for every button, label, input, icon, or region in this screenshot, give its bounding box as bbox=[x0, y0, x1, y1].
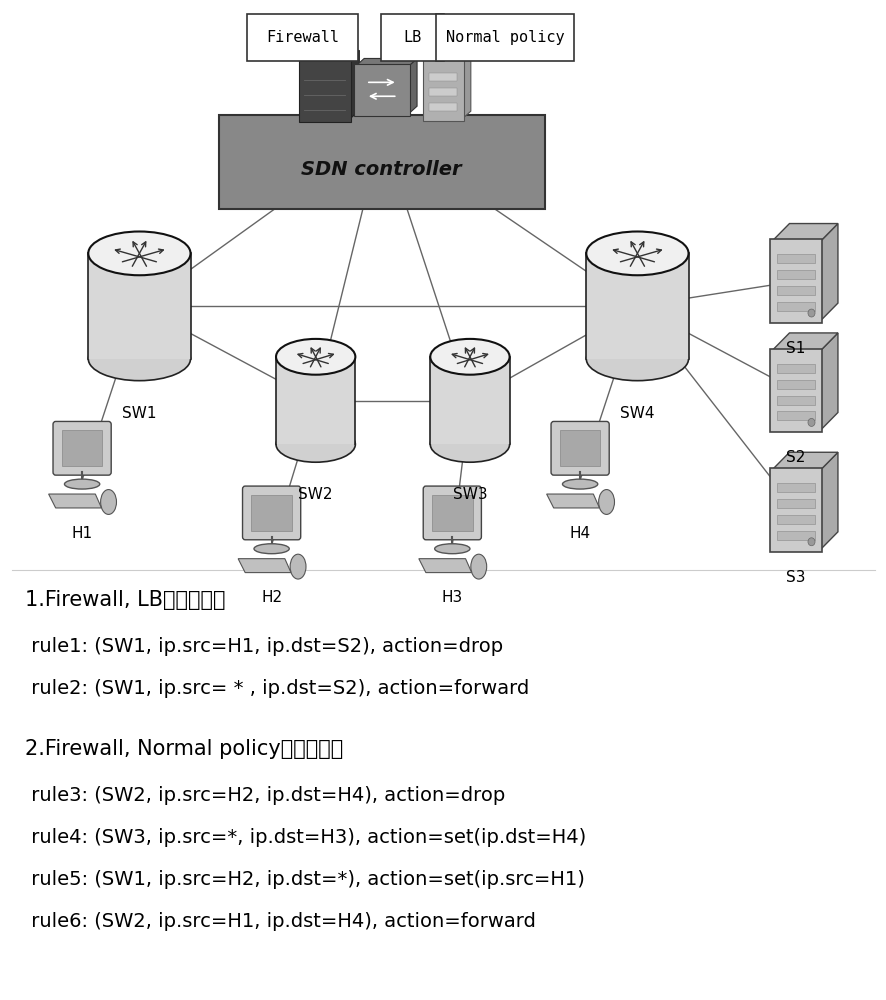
Text: SW1: SW1 bbox=[122, 406, 157, 421]
FancyBboxPatch shape bbox=[423, 59, 463, 121]
Text: H4: H4 bbox=[569, 526, 590, 541]
Polygon shape bbox=[820, 333, 837, 430]
Ellipse shape bbox=[430, 426, 509, 462]
Text: SW3: SW3 bbox=[452, 487, 486, 502]
Ellipse shape bbox=[100, 490, 116, 514]
Polygon shape bbox=[276, 357, 355, 444]
Text: H2: H2 bbox=[260, 590, 282, 605]
FancyBboxPatch shape bbox=[251, 495, 291, 531]
FancyBboxPatch shape bbox=[776, 302, 814, 311]
FancyBboxPatch shape bbox=[776, 499, 814, 508]
Polygon shape bbox=[348, 51, 359, 120]
FancyBboxPatch shape bbox=[354, 64, 409, 116]
FancyBboxPatch shape bbox=[776, 270, 814, 279]
FancyBboxPatch shape bbox=[242, 486, 300, 540]
Ellipse shape bbox=[598, 490, 614, 514]
Ellipse shape bbox=[89, 337, 190, 381]
Polygon shape bbox=[586, 253, 688, 359]
Text: rule6: (SW2, ip.src=H1, ip.dst=H4), action=forward: rule6: (SW2, ip.src=H1, ip.dst=H4), acti… bbox=[25, 912, 535, 931]
FancyBboxPatch shape bbox=[776, 411, 814, 420]
Ellipse shape bbox=[807, 418, 814, 426]
Text: S2: S2 bbox=[786, 450, 804, 465]
Polygon shape bbox=[424, 53, 470, 61]
Text: S3: S3 bbox=[786, 570, 804, 585]
Polygon shape bbox=[462, 53, 470, 119]
Text: SDN controller: SDN controller bbox=[301, 160, 462, 179]
Text: rule3: (SW2, ip.src=H2, ip.dst=H4), action=drop: rule3: (SW2, ip.src=H2, ip.dst=H4), acti… bbox=[25, 786, 504, 805]
FancyBboxPatch shape bbox=[769, 349, 821, 432]
Text: 1.Firewall, LB之间的冲突: 1.Firewall, LB之间的冲突 bbox=[25, 589, 225, 609]
Polygon shape bbox=[418, 559, 471, 573]
FancyBboxPatch shape bbox=[381, 14, 443, 61]
Text: LB: LB bbox=[403, 30, 422, 45]
Text: 2.Firewall, Normal policy之间的冲突: 2.Firewall, Normal policy之间的冲突 bbox=[25, 739, 343, 759]
FancyBboxPatch shape bbox=[299, 58, 350, 122]
Polygon shape bbox=[237, 559, 291, 573]
Ellipse shape bbox=[807, 309, 814, 317]
Text: H3: H3 bbox=[441, 590, 462, 605]
FancyBboxPatch shape bbox=[776, 515, 814, 524]
Polygon shape bbox=[820, 452, 837, 550]
Polygon shape bbox=[820, 224, 837, 321]
Polygon shape bbox=[430, 357, 509, 444]
Text: Firewall: Firewall bbox=[266, 30, 338, 45]
Text: H1: H1 bbox=[72, 526, 92, 541]
Ellipse shape bbox=[470, 554, 486, 579]
FancyBboxPatch shape bbox=[428, 103, 456, 111]
Text: rule2: (SW1, ip.src= * , ip.dst=S2), action=forward: rule2: (SW1, ip.src= * , ip.dst=S2), act… bbox=[25, 679, 528, 698]
FancyBboxPatch shape bbox=[776, 396, 814, 405]
FancyBboxPatch shape bbox=[776, 364, 814, 373]
Ellipse shape bbox=[586, 232, 688, 275]
Ellipse shape bbox=[89, 232, 190, 275]
FancyBboxPatch shape bbox=[776, 380, 814, 389]
Ellipse shape bbox=[65, 479, 99, 489]
FancyBboxPatch shape bbox=[436, 14, 573, 61]
Text: rule5: (SW1, ip.src=H2, ip.dst=*), action=set(ip.src=H1): rule5: (SW1, ip.src=H2, ip.dst=*), actio… bbox=[25, 870, 584, 889]
FancyBboxPatch shape bbox=[246, 14, 358, 61]
FancyBboxPatch shape bbox=[62, 430, 102, 466]
Polygon shape bbox=[771, 452, 837, 470]
Ellipse shape bbox=[562, 479, 597, 489]
Text: SW4: SW4 bbox=[619, 406, 654, 421]
FancyBboxPatch shape bbox=[219, 115, 544, 209]
FancyBboxPatch shape bbox=[769, 239, 821, 323]
Polygon shape bbox=[89, 253, 190, 359]
Ellipse shape bbox=[276, 426, 355, 462]
Ellipse shape bbox=[586, 337, 688, 381]
Ellipse shape bbox=[253, 544, 289, 554]
FancyBboxPatch shape bbox=[776, 286, 814, 295]
FancyBboxPatch shape bbox=[428, 88, 456, 96]
FancyBboxPatch shape bbox=[559, 430, 600, 466]
FancyBboxPatch shape bbox=[431, 495, 472, 531]
FancyBboxPatch shape bbox=[53, 421, 111, 475]
Polygon shape bbox=[408, 58, 416, 114]
Ellipse shape bbox=[807, 538, 814, 546]
FancyBboxPatch shape bbox=[423, 486, 481, 540]
Ellipse shape bbox=[430, 339, 509, 375]
Text: Normal policy: Normal policy bbox=[446, 30, 563, 45]
FancyBboxPatch shape bbox=[550, 421, 609, 475]
Text: rule4: (SW3, ip.src=*, ip.dst=H3), action=set(ip.dst=H4): rule4: (SW3, ip.src=*, ip.dst=H3), actio… bbox=[25, 828, 586, 847]
Polygon shape bbox=[49, 494, 101, 508]
Polygon shape bbox=[300, 51, 359, 60]
Ellipse shape bbox=[434, 544, 470, 554]
Polygon shape bbox=[355, 58, 416, 66]
Text: rule1: (SW1, ip.src=H1, ip.dst=S2), action=drop: rule1: (SW1, ip.src=H1, ip.dst=S2), acti… bbox=[25, 637, 502, 656]
Ellipse shape bbox=[276, 339, 355, 375]
Text: SW2: SW2 bbox=[298, 487, 332, 502]
FancyBboxPatch shape bbox=[428, 73, 456, 81]
FancyBboxPatch shape bbox=[776, 483, 814, 492]
FancyBboxPatch shape bbox=[776, 531, 814, 540]
Polygon shape bbox=[546, 494, 599, 508]
Polygon shape bbox=[771, 333, 837, 351]
Polygon shape bbox=[771, 224, 837, 241]
Text: S1: S1 bbox=[786, 341, 804, 356]
Ellipse shape bbox=[290, 554, 306, 579]
FancyBboxPatch shape bbox=[769, 468, 821, 552]
FancyBboxPatch shape bbox=[776, 254, 814, 263]
